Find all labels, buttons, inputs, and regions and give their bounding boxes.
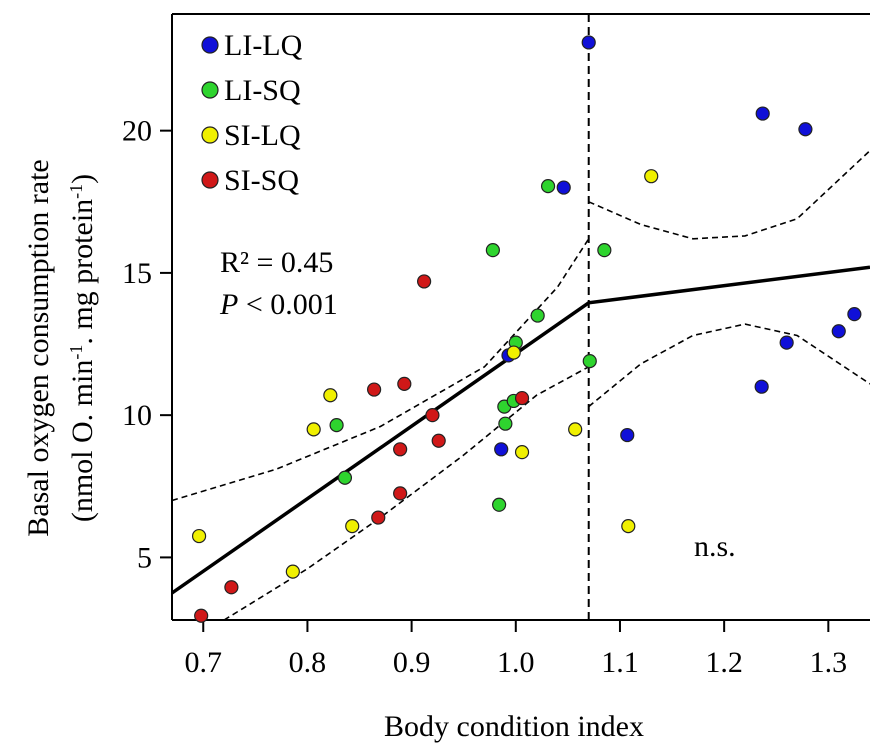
data-point [306, 422, 321, 437]
fit-line-layer [170, 265, 870, 595]
x-tick-label: 1.2 [705, 646, 743, 679]
data-point [530, 308, 545, 323]
ci-upper-right [588, 150, 870, 240]
series-li-lq [494, 35, 862, 457]
series-si-sq [194, 274, 530, 623]
legend-label: SI-SQ [224, 164, 299, 197]
data-point [754, 379, 769, 394]
data-point [431, 433, 446, 448]
y-axis-title-line1: Basal oxygen consumption rate [22, 159, 55, 536]
data-point [367, 382, 382, 397]
y-tick-label: 10 [122, 399, 152, 432]
data-point [621, 519, 636, 534]
y-axis-unit-sup1: -1 [66, 345, 86, 360]
data-point [393, 442, 408, 457]
legend-label: LI-SQ [224, 74, 301, 107]
data-point [285, 564, 300, 579]
legend-label: SI-LQ [224, 119, 301, 152]
data-point [581, 35, 596, 50]
data-point [620, 427, 635, 443]
x-axis-title: Body condition index [384, 710, 644, 743]
data-point [514, 390, 530, 406]
fit-line [170, 265, 870, 595]
data-point [506, 345, 521, 360]
ns-label: n.s. [694, 530, 736, 563]
x-tick-label: 1.1 [601, 646, 639, 679]
data-point [191, 528, 207, 544]
data-point [485, 243, 500, 258]
data-point [345, 519, 360, 534]
data-point [597, 243, 612, 258]
data-point [417, 274, 432, 289]
x-tick-label: 0.7 [185, 646, 223, 679]
data-point [568, 422, 583, 437]
y-tick-label: 20 [122, 115, 152, 148]
ci-lower-right [588, 323, 870, 408]
data-point [556, 180, 571, 195]
y-axis-unit-part2: . mg protein [66, 199, 99, 345]
data-point [397, 376, 412, 391]
p-value-label: P < 0.001 [219, 288, 338, 321]
data-point [847, 307, 862, 322]
ci-upper-left [171, 238, 590, 502]
data-point [755, 106, 770, 121]
data-point [425, 408, 440, 423]
data-point [498, 416, 513, 431]
data-point [779, 335, 794, 350]
p-value-symbol: P [219, 288, 238, 321]
data-point [492, 497, 507, 512]
series-si-lq [191, 169, 659, 579]
data-point [329, 418, 344, 433]
p-value-text: < 0.001 [238, 288, 337, 321]
series-li-sq [329, 179, 612, 512]
y-tick-label: 5 [137, 541, 152, 574]
data-point [644, 169, 659, 184]
x-tick-label: 1.3 [810, 646, 848, 679]
y-axis-title-line2: (nmol O. min-1. mg protein-1) [66, 174, 99, 522]
x-tick-label: 1.0 [497, 646, 535, 679]
legend-label: LI-LQ [224, 29, 303, 62]
data-point [494, 442, 509, 457]
legend-marker [201, 126, 219, 144]
data-point [337, 470, 353, 485]
axes-layer: 0.7 0.8 0.9 1.0 1.1 1.2 1.3 5 10 15 20 [122, 13, 870, 679]
data-point [540, 179, 556, 194]
x-tick-label: 0.8 [289, 646, 327, 679]
y-axis-unit-part3: ) [66, 174, 99, 184]
data-point [798, 122, 813, 137]
data-point [831, 324, 846, 339]
data-point [194, 608, 209, 623]
x-tick-label: 0.9 [393, 646, 431, 679]
y-axis-unit-part1: (nmol O. min [66, 360, 99, 523]
data-point [371, 510, 386, 525]
points-layer [191, 35, 862, 623]
data-point [393, 486, 408, 501]
data-point [323, 388, 338, 403]
legend-marker [201, 81, 219, 99]
r-squared-label: R² = 0.45 [220, 246, 333, 279]
legend: LI-LQ LI-SQ SI-LQ SI-SQ [201, 29, 303, 197]
y-axis-unit-sup2: -1 [66, 184, 86, 199]
legend-marker [201, 171, 219, 189]
legend-marker [201, 36, 219, 54]
y-tick-label: 15 [122, 257, 152, 290]
data-point [224, 580, 239, 595]
data-point [514, 445, 530, 460]
data-point [582, 353, 597, 369]
